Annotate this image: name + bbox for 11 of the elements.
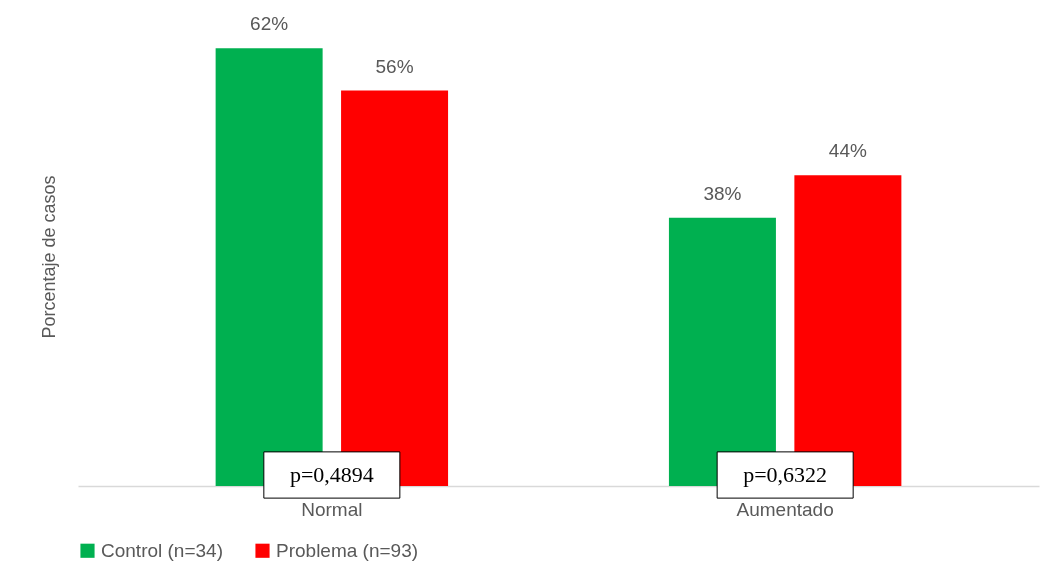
x-tick-label: Aumentado bbox=[736, 498, 834, 520]
legend-label: Control (n=34) bbox=[101, 539, 223, 561]
y-axis-title: Porcentaje de casos bbox=[38, 175, 59, 339]
x-tick-label: Normal bbox=[301, 498, 363, 520]
legend-label: Problema (n=93) bbox=[276, 539, 419, 561]
annotation: p=0,4894 bbox=[289, 462, 374, 487]
data-label: 44% bbox=[828, 140, 867, 162]
data-label: 62% bbox=[250, 13, 289, 35]
data-label: 56% bbox=[375, 55, 414, 77]
annotation: p=0,6322 bbox=[743, 462, 828, 487]
data-label: 38% bbox=[703, 182, 742, 204]
